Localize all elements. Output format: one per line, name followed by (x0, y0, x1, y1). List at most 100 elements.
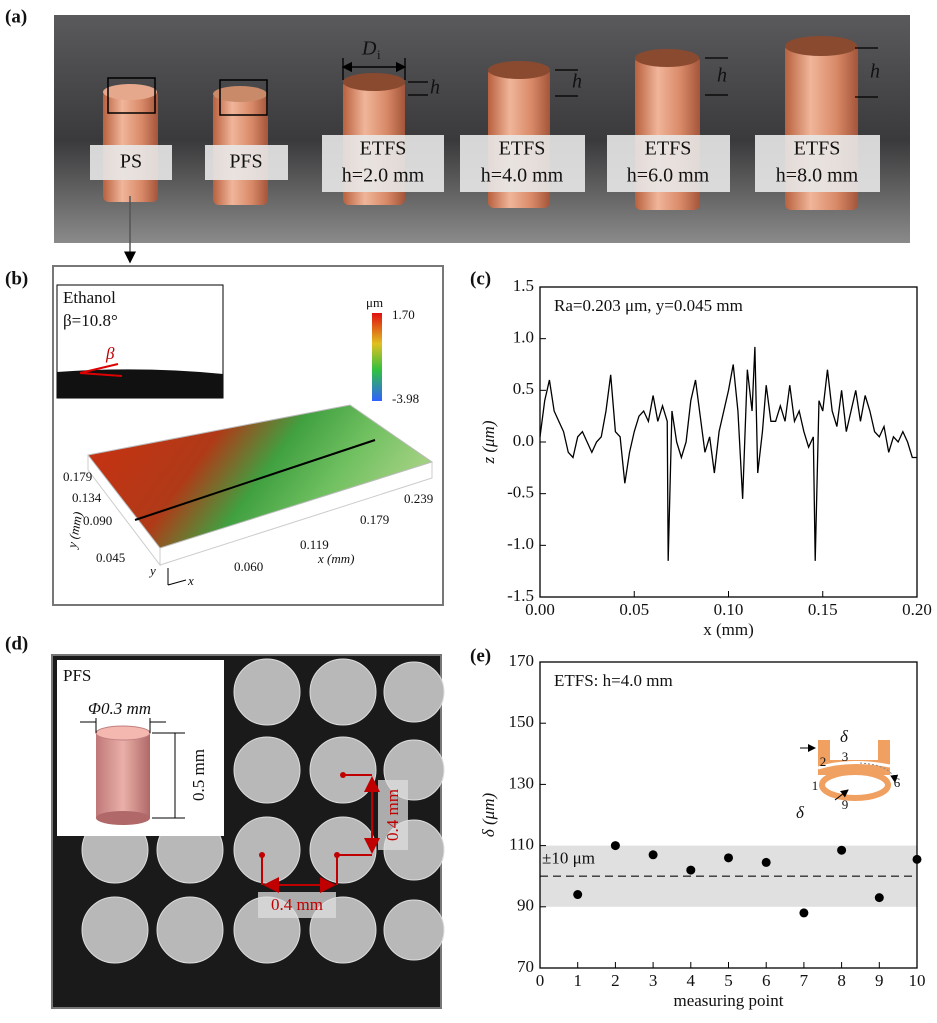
profile-line (540, 347, 917, 561)
pillar-height: 0.5 mm (189, 749, 208, 801)
photo (54, 15, 910, 243)
point (573, 890, 582, 899)
y-tick-label: 0.5 (513, 379, 534, 398)
inset-point: 1 (812, 778, 819, 793)
pillar-model (96, 726, 150, 740)
sample-height: h=4.0 mm (481, 165, 564, 187)
x-tick-label: 5 (724, 971, 733, 990)
annotation: ETFS: h=4.0 mm (554, 671, 673, 690)
y-tick-label: 1.5 (513, 276, 534, 295)
panel-label: (a) (5, 6, 27, 27)
pillar-diameter: Φ0.3 mm (88, 699, 151, 718)
point (686, 866, 695, 875)
y-tick-label: 110 (509, 835, 534, 854)
inset-point: 9 (842, 797, 849, 812)
x-tick-label: 0.15 (808, 600, 838, 619)
x-tick-label: 6 (762, 971, 771, 990)
sample-height: h=6.0 mm (627, 165, 710, 187)
x-tick-label: 2 (611, 971, 620, 990)
y-tick: 0.134 (72, 490, 102, 505)
plot-frame (540, 662, 917, 968)
x-tick-label: 0.05 (619, 600, 649, 619)
x-tick-label: 1 (573, 971, 582, 990)
y-tick: 0.179 (63, 469, 92, 484)
inset-symbol: δ (796, 803, 805, 822)
panel-label: (e) (470, 645, 491, 666)
sample-name: PFS (63, 666, 91, 685)
y-tick: 0.090 (83, 513, 112, 528)
y-tick-label: -0.5 (507, 483, 534, 502)
x-tick-label: 0 (536, 971, 545, 990)
axis-x: x (187, 573, 194, 588)
x-tick-label: 0.20 (902, 600, 932, 619)
sample-name: PS (120, 151, 142, 173)
x-label: x (mm) (317, 551, 354, 566)
annotation: Ra=0.203 μm, y=0.045 mm (554, 296, 743, 315)
point (611, 841, 620, 850)
colorbar (372, 313, 382, 401)
panel-label: (d) (5, 633, 28, 654)
x-tick: 0.239 (404, 491, 433, 506)
x-tick-label: 7 (800, 971, 809, 990)
angle-symbol: β (105, 344, 115, 363)
inset-point: 2 (820, 754, 827, 769)
x-tick: 0.119 (300, 537, 329, 552)
height-symbol: h (717, 65, 727, 87)
x-tick-label: 8 (837, 971, 846, 990)
y-tick-label: 1.0 (513, 328, 534, 347)
point (762, 858, 771, 867)
point (799, 908, 808, 917)
liquid: Ethanol (63, 288, 116, 307)
x-tick: 0.060 (234, 559, 263, 574)
x-tick: 0.179 (360, 512, 389, 527)
y-tick-label: 90 (517, 896, 534, 915)
y-axis-label: z (μm) (479, 420, 498, 464)
sample-height: h=8.0 mm (776, 165, 859, 187)
pillar-model (96, 733, 150, 818)
x-axis-label: measuring point (673, 991, 783, 1010)
x-axis-label: x (mm) (703, 620, 754, 639)
colorbar-unit: μm (366, 295, 383, 310)
figure: (a) PS PFS ETFS ETFS ETFS ETFS h=2.0 mm … (0, 0, 937, 1023)
point (913, 855, 922, 864)
y-tick-label: -1.0 (507, 534, 534, 553)
x-tick-label: 10 (909, 971, 926, 990)
axis-y: y (148, 563, 156, 578)
point (649, 850, 658, 859)
y-tick-label: 170 (509, 651, 535, 670)
height-symbol: h (870, 61, 880, 83)
point (875, 893, 884, 902)
inset-point: 3 (842, 749, 849, 764)
sample-name: ETFS (645, 138, 692, 160)
diameter-subscript: i (377, 47, 381, 62)
sample-name: ETFS (360, 138, 407, 160)
sample-name: ETFS (794, 138, 841, 160)
contact-angle: β=10.8° (63, 311, 118, 330)
y-tick-label: 150 (509, 712, 535, 731)
pillar-model (96, 811, 150, 825)
pitch-label: 0.4 mm (383, 789, 402, 841)
band-label: ±10 μm (542, 849, 595, 868)
y-tick-label: 130 (509, 773, 535, 792)
height-symbol: h (430, 77, 440, 99)
x-tick-label: 0.10 (714, 600, 744, 619)
diameter-symbol: D (361, 38, 377, 60)
x-tick-label: 4 (687, 971, 696, 990)
inset-symbol: δ (840, 727, 849, 746)
inset-point: 6 (894, 775, 901, 790)
pitch-label: 0.4 mm (271, 895, 323, 914)
sample-name: ETFS (499, 138, 546, 160)
x-tick-label: 0.00 (525, 600, 555, 619)
sample-height: h=2.0 mm (342, 165, 425, 187)
height-symbol: h (572, 71, 582, 93)
point (724, 853, 733, 862)
colorbar-max: 1.70 (392, 307, 415, 322)
point (837, 846, 846, 855)
colorbar-min: -3.98 (392, 391, 419, 406)
panel-label: (c) (470, 268, 491, 289)
panel-label: (b) (5, 268, 28, 289)
y-tick-label: 0.0 (513, 431, 534, 450)
x-tick-label: 3 (649, 971, 658, 990)
y-tick-label: 70 (517, 957, 534, 976)
y-tick: 0.045 (96, 550, 125, 565)
